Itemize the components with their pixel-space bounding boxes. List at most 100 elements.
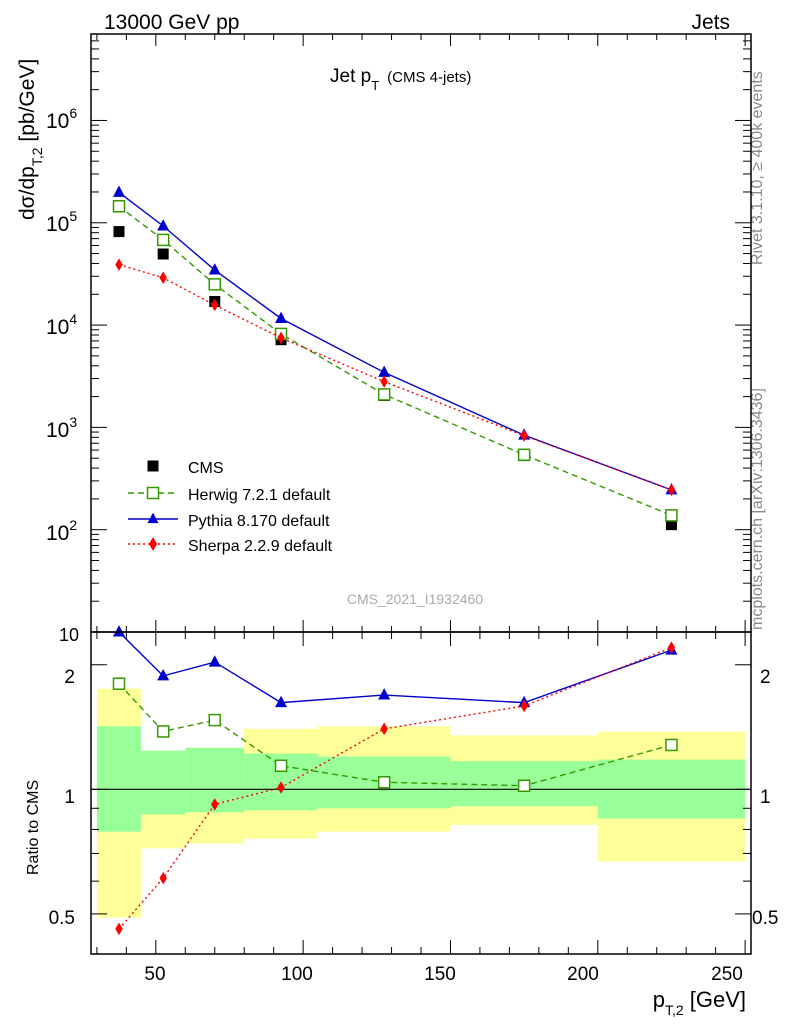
ratio-point-sherpa bbox=[520, 699, 528, 713]
data-point-sherpa bbox=[211, 298, 219, 312]
ratio-y-tick-label-1-right: 1 bbox=[760, 787, 771, 808]
ratio-point-sherpa bbox=[115, 922, 123, 936]
y-tick-exp: 4 bbox=[69, 311, 77, 327]
ratio-point-herwig bbox=[274, 759, 288, 773]
analysis-watermark: CMS_2021_I1932460 bbox=[347, 591, 483, 607]
side-label-bottom: mcplots.cern.ch [arXiv:1306.3436] bbox=[749, 388, 766, 630]
ratio-point-herwig bbox=[377, 776, 391, 789]
ratio-y-tick-label-2-right: 2 bbox=[760, 667, 771, 688]
ratio-point-herwig bbox=[208, 713, 221, 727]
ratio-plot-area bbox=[91, 625, 751, 936]
chart-title-main: Jet p bbox=[330, 66, 371, 87]
legend-label-pythia: Pythia 8.170 default bbox=[188, 513, 330, 530]
data-point-sherpa bbox=[380, 375, 388, 388]
x-tick-label-100: 100 bbox=[281, 964, 313, 985]
y-tick-exp: 2 bbox=[69, 517, 77, 533]
ratio-point-herwig bbox=[156, 725, 170, 738]
data-point-pythia bbox=[208, 263, 221, 275]
ratio-point-pythia bbox=[157, 668, 170, 681]
series-herwig bbox=[112, 200, 678, 522]
ratio-point-herwig bbox=[665, 738, 678, 752]
y-tick-label-1e4: 104 bbox=[46, 311, 77, 339]
data-point-sherpa bbox=[159, 271, 167, 285]
y-tick-base: 10 bbox=[46, 316, 69, 339]
ratio-y-tick-label-0.5: 0.5 bbox=[49, 908, 75, 929]
data-point-herwig bbox=[208, 278, 221, 291]
series-sherpa bbox=[115, 258, 676, 497]
data-point-sherpa bbox=[115, 258, 123, 271]
x-tick-label-150: 150 bbox=[424, 964, 456, 985]
y-tick-base: 10 bbox=[46, 522, 69, 545]
ratio-point-sherpa bbox=[211, 798, 219, 811]
ratio-series-herwig bbox=[112, 677, 678, 793]
chart-title-sub: T bbox=[371, 78, 379, 93]
y-tick-label-10: 10 bbox=[59, 625, 79, 645]
chart-title-note: (CMS 4-jets) bbox=[387, 69, 471, 86]
ratio-point-sherpa bbox=[277, 781, 285, 794]
data-point-pythia bbox=[157, 219, 170, 231]
x-tick-label-50: 50 bbox=[144, 964, 165, 985]
ratio-axis-ticks bbox=[91, 632, 751, 955]
ratio-series-sherpa bbox=[115, 641, 676, 936]
data-point-cms bbox=[665, 519, 677, 531]
legend-marker-cms bbox=[147, 460, 159, 472]
data-point-pythia bbox=[378, 365, 391, 377]
data-point-cms bbox=[113, 226, 125, 238]
ratio-y-tick-label-2: 2 bbox=[64, 667, 75, 688]
data-point-herwig bbox=[377, 388, 391, 401]
ratio-y-axis-label: Ratio to CMS bbox=[25, 780, 42, 875]
ratio-point-herwig bbox=[112, 677, 126, 690]
side-label-top: Rivet 3.1.10, ≥ 400k events bbox=[749, 71, 766, 265]
ratio-point-pythia bbox=[112, 625, 125, 637]
data-point-pythia bbox=[112, 185, 125, 197]
inner-band bbox=[96, 726, 142, 832]
series-line-pythia bbox=[118, 191, 672, 491]
data-point-herwig bbox=[112, 200, 126, 213]
x-axis-label: pT,2 [GeV] bbox=[653, 987, 746, 1018]
y-tick-label-1e3: 103 bbox=[46, 414, 77, 442]
data-point-sherpa bbox=[667, 483, 676, 497]
y-tick-exp: 6 bbox=[69, 105, 77, 121]
legend-label-cms: CMS bbox=[188, 460, 224, 477]
data-point-sherpa bbox=[520, 429, 528, 442]
data-point-herwig bbox=[665, 509, 678, 522]
y-tick-label-1e5: 105 bbox=[46, 208, 77, 236]
legend-marks bbox=[128, 460, 178, 551]
header-right: Jets bbox=[691, 11, 730, 34]
y-tick-base: 10 bbox=[46, 213, 69, 236]
ratio-point-pythia bbox=[378, 688, 391, 700]
x-axis-label-unit: [GeV] bbox=[684, 987, 746, 1012]
ratio-point-sherpa bbox=[380, 722, 388, 736]
y-tick-label-1e2: 102 bbox=[46, 517, 77, 545]
ratio-point-sherpa bbox=[159, 871, 167, 885]
series-pythia bbox=[112, 185, 678, 495]
ratio-point-sherpa bbox=[667, 641, 676, 654]
legend-marker-sherpa bbox=[148, 537, 158, 551]
ratio-point-pythia bbox=[275, 695, 288, 708]
main-axis-ticks bbox=[91, 33, 751, 633]
legend-marker-pythia bbox=[147, 512, 159, 524]
ratio-y-tick-label-1: 1 bbox=[64, 787, 75, 808]
data-point-sherpa bbox=[277, 331, 285, 345]
ratio-point-pythia bbox=[208, 655, 221, 667]
header-left: 13000 GeV pp bbox=[104, 11, 239, 34]
y-tick-exp: 3 bbox=[69, 414, 77, 430]
legend: CMS Herwig 7.2.1 default Pythia 8.170 de… bbox=[128, 460, 333, 555]
y-tick-label-1e6: 106 bbox=[46, 105, 77, 133]
ratio-point-herwig bbox=[517, 779, 531, 793]
y-axis-label-sub: T,2 bbox=[29, 147, 45, 166]
y-tick-base: 10 bbox=[46, 419, 69, 442]
y-tick-exp: 5 bbox=[69, 208, 77, 224]
legend-label-herwig: Herwig 7.2.1 default bbox=[188, 487, 331, 504]
y-axis-label-main: dσ/dp bbox=[16, 166, 39, 220]
series-cms bbox=[113, 226, 677, 531]
chart-title: Jet pT (CMS 4-jets) bbox=[330, 66, 471, 93]
data-point-cms bbox=[157, 248, 169, 260]
ratio-y-tick-label-0.5-right: 0.5 bbox=[752, 908, 778, 929]
x-axis-label-main: p bbox=[653, 987, 665, 1012]
y-axis-label: dσ/dpT,2 [pb/GeV] bbox=[16, 59, 45, 220]
ratio-series-pythia bbox=[112, 625, 678, 708]
ratio-panel: Ratio to CMS 2 1 0.5 2 1 0.5 50 100 150 … bbox=[25, 625, 778, 1018]
main-panel: Jet pT (CMS 4-jets) dσ/dpT,2 [pb/GeV] 10 … bbox=[16, 33, 752, 645]
